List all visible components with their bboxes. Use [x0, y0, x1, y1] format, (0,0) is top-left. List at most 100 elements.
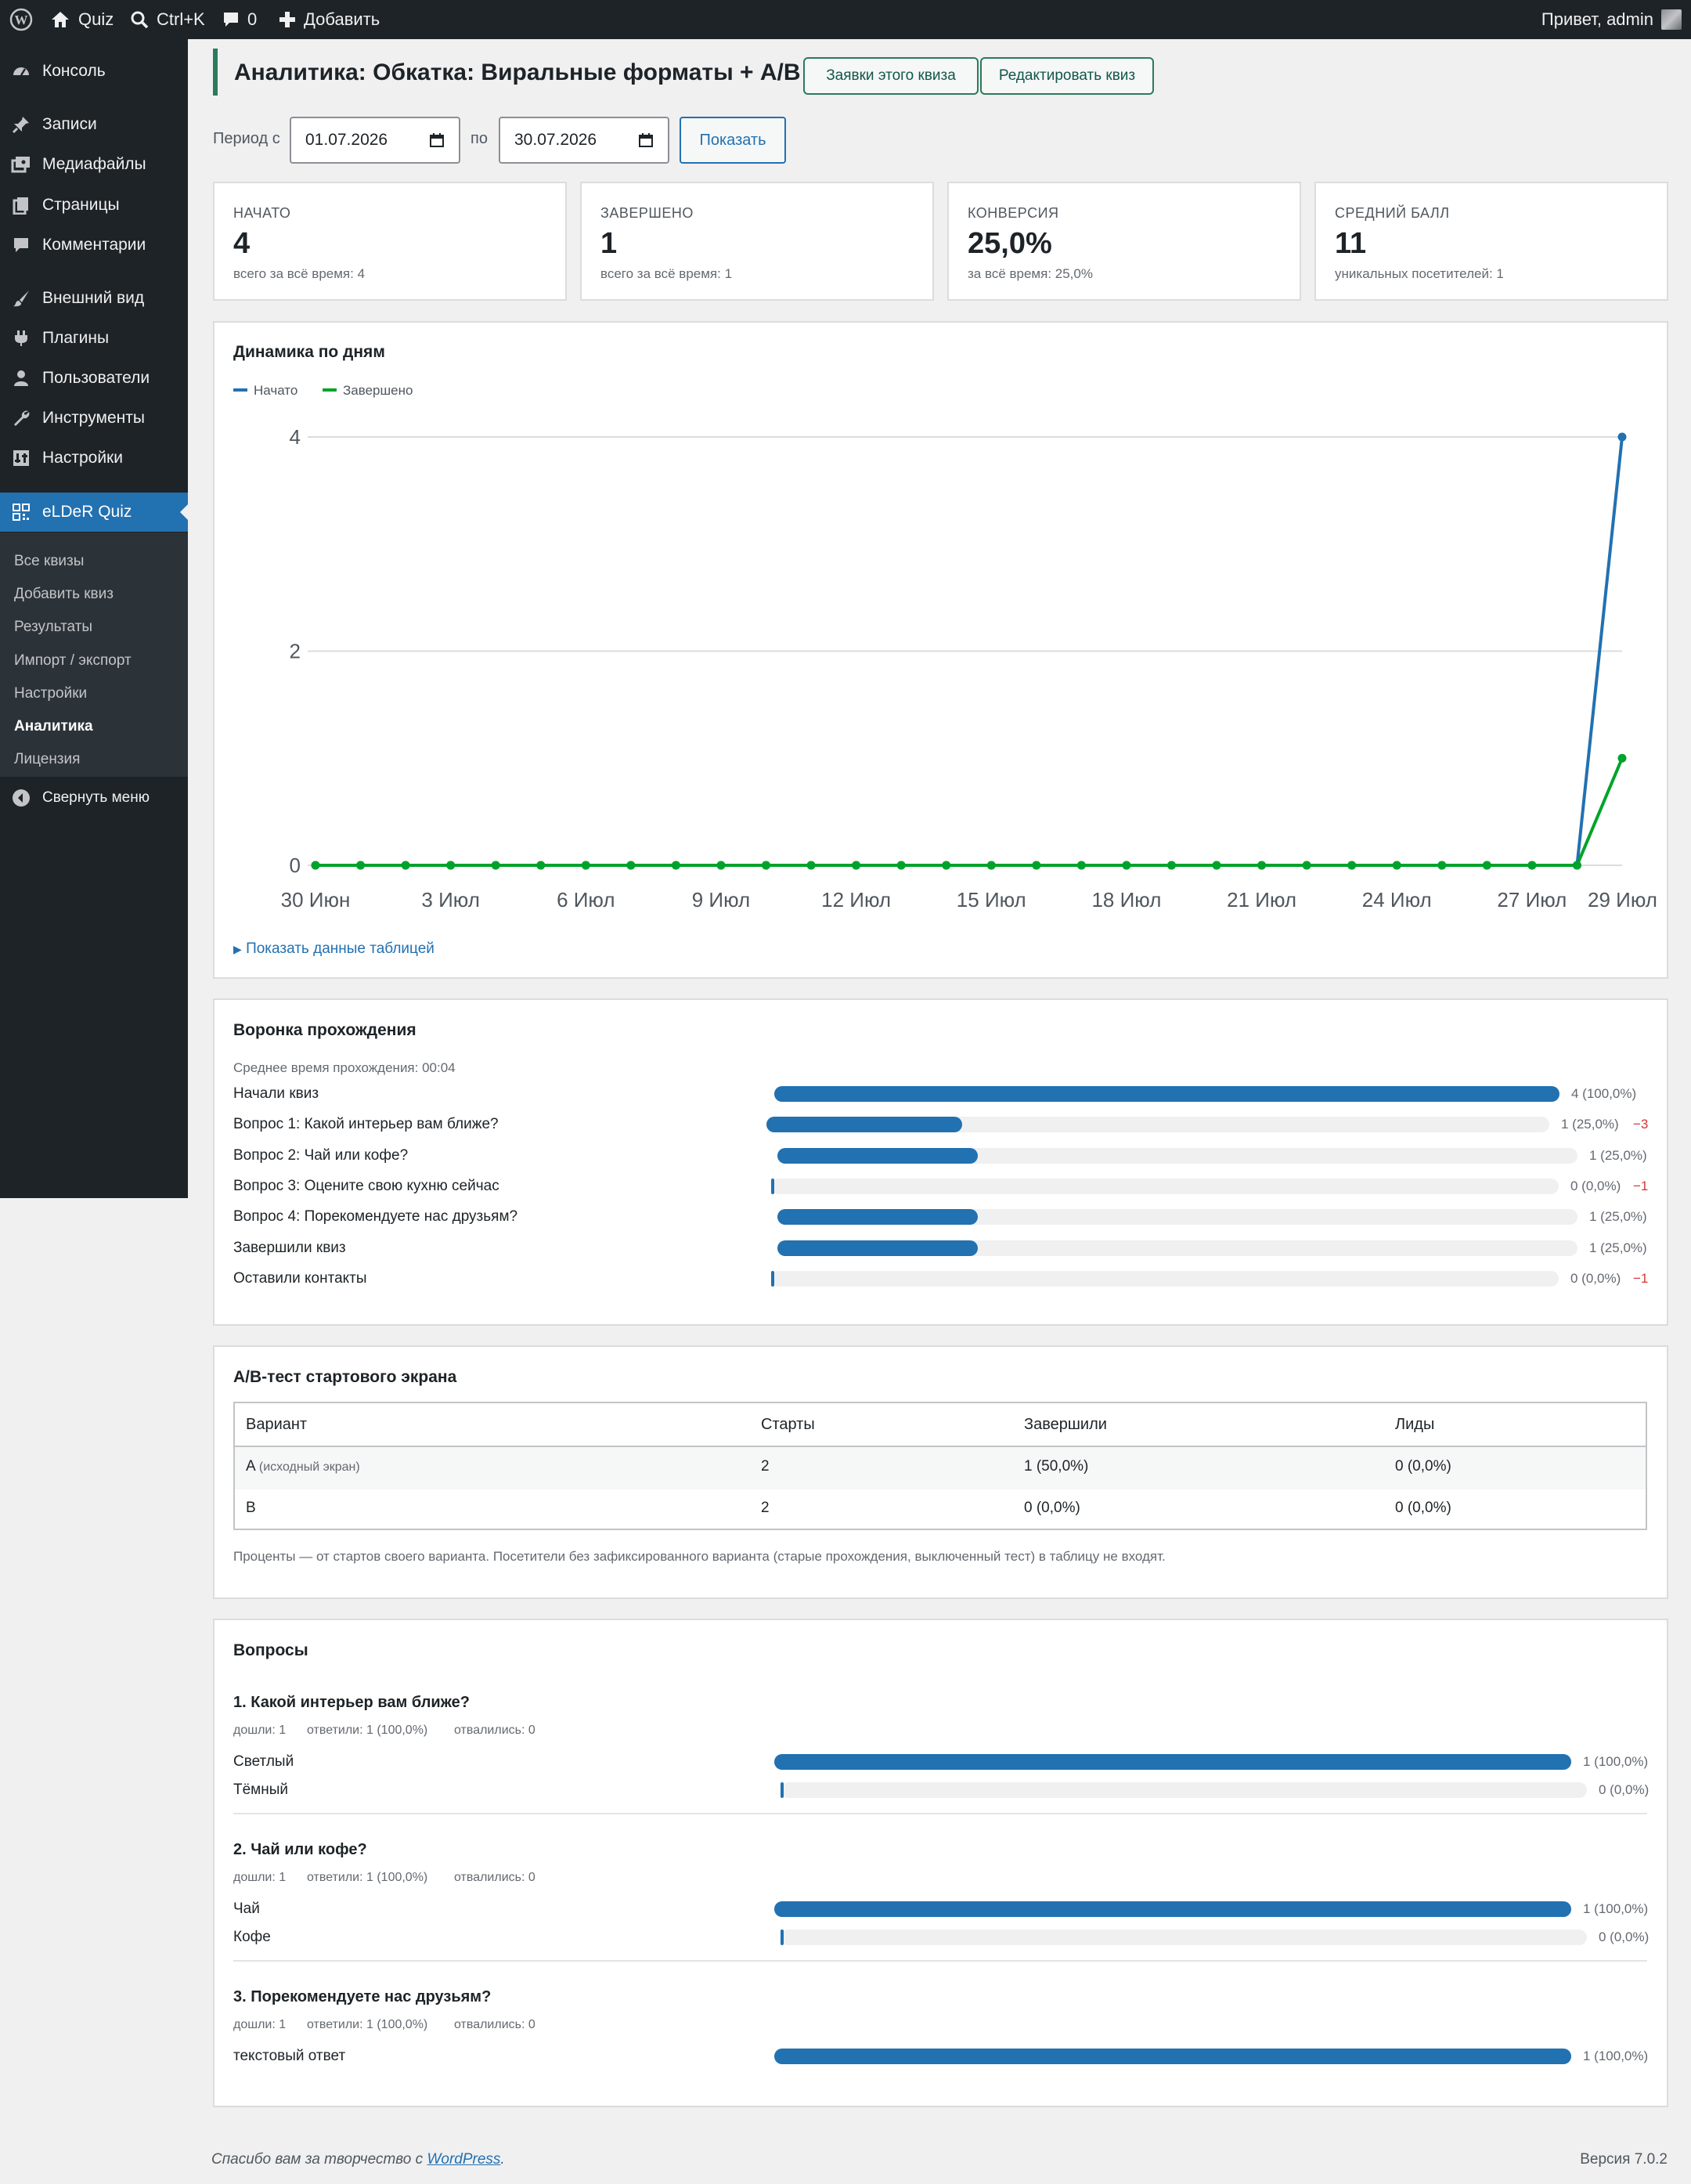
funnel-row-value: 1 (25,0%): [1561, 1117, 1619, 1132]
stat-card-conversion: КОНВЕРСИЯ 25,0% за всё время: 25,0%: [947, 182, 1301, 301]
legend-swatch: [233, 388, 247, 392]
funnel-bar-track: [771, 1178, 1559, 1194]
quiz-leads-button[interactable]: Заявки этого квиза: [803, 57, 979, 95]
table-row: [235, 1447, 1646, 1489]
legend-label: Завершено: [343, 383, 413, 398]
data-point: [852, 861, 861, 870]
stat-value: 11: [1335, 227, 1367, 260]
new-content-menu[interactable]: Добавить: [279, 0, 380, 39]
command-search[interactable]: Ctrl+K: [130, 0, 205, 39]
question-divider: [233, 1813, 1647, 1814]
option-label: текстовый ответ: [233, 2048, 346, 2064]
wordpress-logo-icon[interactable]: W: [9, 0, 33, 39]
settings-icon: [13, 450, 29, 466]
date-from-value: 01.07.2026: [305, 131, 388, 149]
menu-label: Плагины: [42, 329, 110, 347]
menu-pages[interactable]: Страницы: [0, 186, 188, 225]
menu-users[interactable]: Пользователи: [0, 359, 188, 398]
submenu-results[interactable]: Результаты: [14, 619, 93, 635]
stat-label: ЗАВЕРШЕНО: [600, 205, 694, 221]
questions-card: [213, 1619, 1668, 2107]
submenu-analytics[interactable]: Аналитика: [14, 718, 93, 735]
avatar: [1661, 9, 1682, 30]
menu-elder-quiz[interactable]: eLDeR Quiz: [0, 493, 188, 532]
menu-dashboard[interactable]: Консоль: [0, 52, 188, 91]
data-point: [1437, 861, 1447, 870]
pages-icon: [13, 197, 28, 215]
menu-tools[interactable]: Инструменты: [0, 399, 188, 438]
option-bar-track: [774, 2049, 1571, 2064]
submenu-license[interactable]: Лицензия: [14, 751, 81, 767]
menu-posts[interactable]: Записи: [0, 105, 188, 144]
collapse-label: Свернуть меню: [42, 789, 150, 806]
submenu-import-export[interactable]: Импорт / экспорт: [14, 652, 132, 669]
stat-label: СРЕДНИЙ БАЛЛ: [1335, 205, 1450, 221]
submenu-add-quiz[interactable]: Добавить квиз: [14, 586, 114, 602]
data-point: [311, 861, 320, 870]
option-value: 0 (0,0%): [1599, 1930, 1650, 1944]
abtest-title: A/B-тест стартового экрана: [233, 1368, 457, 1386]
funnel-row-label: Завершили квиз: [233, 1239, 346, 1256]
option-value: 1 (100,0%): [1583, 2049, 1649, 2063]
cell-starts: 2: [761, 1458, 770, 1475]
menu-label: eLDeR Quiz: [42, 503, 132, 521]
show-table-toggle[interactable]: ▶ Показать данные таблицей: [233, 940, 434, 958]
funnel-bar-fill: [777, 1147, 978, 1164]
data-point: [1212, 861, 1221, 870]
funnel-row-label: Вопрос 2: Чай или кофе?: [233, 1146, 409, 1164]
date-to-input[interactable]: 30.07.2026: [499, 117, 669, 164]
dashboard-icon: [13, 67, 29, 76]
x-tick-label: 29 Июл: [1588, 888, 1657, 912]
question-title: 3. Порекомендуете нас друзьям?: [233, 1988, 492, 2005]
x-tick-label: 21 Июл: [1227, 888, 1296, 912]
funnel-row-delta: −3: [1633, 1117, 1649, 1132]
stat-sub: всего за всё время: 4: [233, 266, 366, 281]
calendar-icon[interactable]: [429, 132, 445, 148]
y-tick-label: 2: [290, 640, 301, 663]
menu-label: Пользователи: [42, 369, 150, 387]
option-bar-fill: [781, 1930, 784, 1945]
legend-swatch: [323, 388, 337, 392]
data-point: [716, 861, 726, 870]
submenu-all-quizzes[interactable]: Все квизы: [14, 553, 85, 569]
data-point: [1122, 861, 1131, 870]
wordpress-link[interactable]: WordPress: [427, 2151, 501, 2168]
funnel-bar-fill: [777, 1240, 978, 1256]
data-point: [1076, 861, 1086, 870]
comment-icon: [14, 238, 28, 252]
admin-sidebar: Консоль Записи Медиафайлы Страницы Комме…: [0, 39, 188, 1198]
menu-label: Инструменты: [42, 409, 145, 427]
comments-link[interactable]: 0: [222, 0, 257, 39]
series-line: [315, 757, 1624, 867]
quiz-icon: [13, 504, 30, 521]
menu-media[interactable]: Медиафайлы: [0, 145, 188, 184]
menu-plugins[interactable]: Плагины: [0, 319, 188, 358]
my-account-menu[interactable]: Привет, admin: [1541, 0, 1682, 39]
period-from-label: Период с: [213, 130, 280, 147]
x-tick-label: 12 Июл: [821, 888, 891, 912]
legend-label: Начато: [254, 383, 297, 398]
search-icon: [131, 11, 149, 29]
page-title: Аналитика: Обкатка: Виральные форматы + …: [234, 60, 801, 85]
search-shortcut: Ctrl+K: [157, 9, 205, 29]
site-name-link[interactable]: Quiz: [50, 0, 114, 39]
collapse-menu-button[interactable]: Свернуть меню: [0, 778, 188, 818]
menu-appearance[interactable]: Внешний вид: [0, 279, 188, 318]
date-from-input[interactable]: 01.07.2026: [290, 117, 460, 164]
submenu-settings[interactable]: Настройки: [14, 685, 88, 702]
calendar-icon[interactable]: [638, 132, 654, 148]
edit-quiz-button[interactable]: Редактировать квиз: [980, 57, 1154, 95]
x-tick-label: 24 Июл: [1362, 888, 1432, 912]
question-title: 2. Чай или кофе?: [233, 1841, 367, 1858]
funnel-bar-track: [777, 1147, 1577, 1164]
dynamics-title: Динамика по дням: [233, 343, 385, 361]
period-to-label: по: [471, 130, 488, 147]
show-button[interactable]: Показать: [680, 117, 786, 164]
stat-value: 25,0%: [968, 227, 1052, 260]
menu-settings[interactable]: Настройки: [0, 439, 188, 478]
site-name: Quiz: [78, 9, 114, 29]
data-point: [1527, 861, 1537, 870]
x-tick-label: 15 Июл: [957, 888, 1026, 912]
x-tick-label: 6 Июл: [557, 888, 615, 912]
menu-comments[interactable]: Комментарии: [0, 226, 188, 265]
